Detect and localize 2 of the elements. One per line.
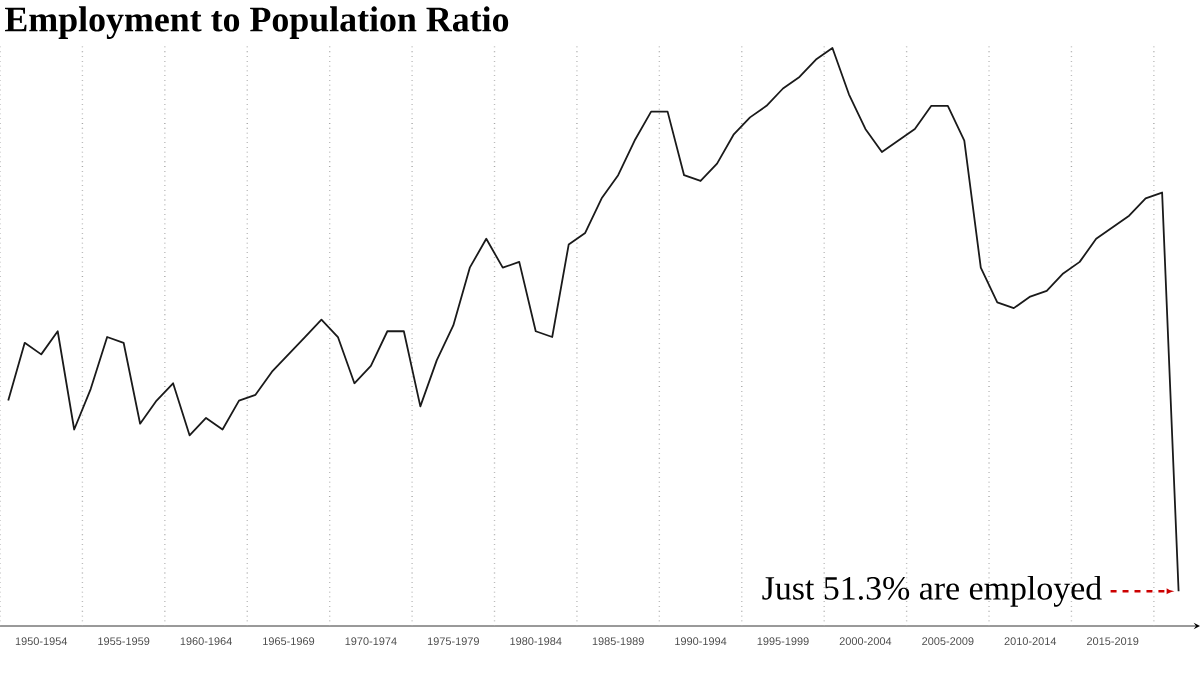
chart-title: Employment to Population Ratio — [5, 6, 509, 40]
annotation: Just 51.3% are employed — [762, 575, 1102, 607]
